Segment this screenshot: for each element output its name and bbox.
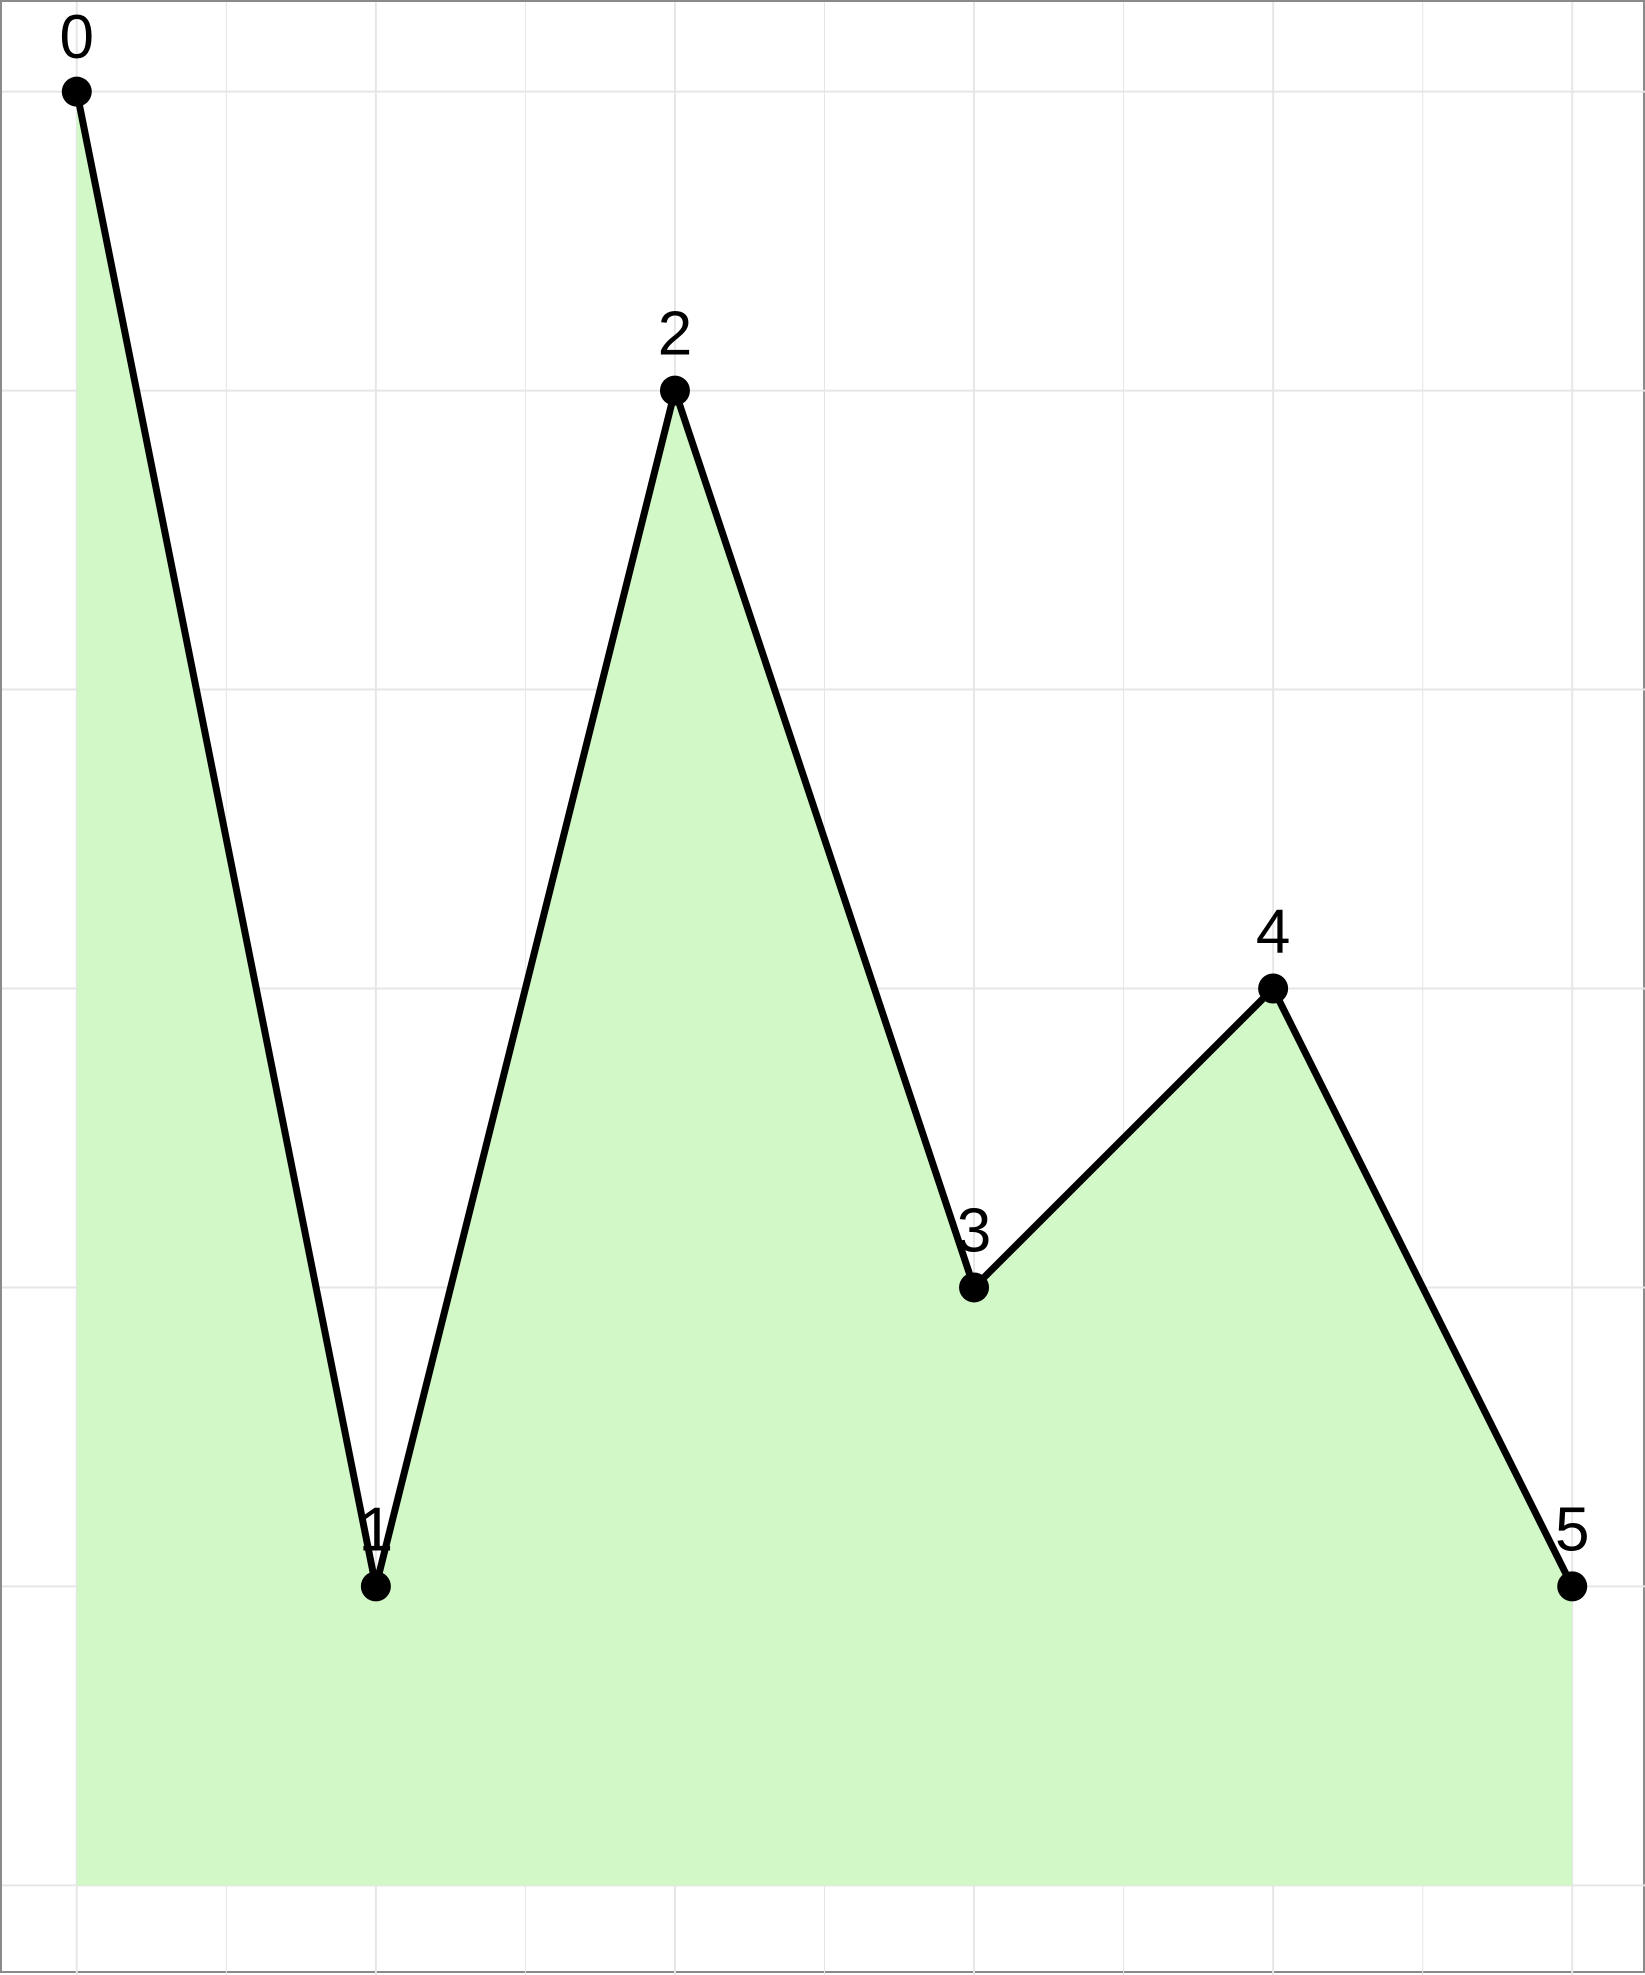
data-label-0: 0 [60, 3, 94, 72]
series-line-layer [73, 90, 1576, 1588]
data-point-2 [659, 375, 690, 406]
data-point-3 [959, 1272, 990, 1303]
data-point-0 [61, 76, 92, 107]
series-line [73, 90, 1576, 1588]
data-label-layer: 0 1 2 3 4 5 [60, 3, 1590, 1564]
data-point-5 [1557, 1571, 1588, 1602]
marker-layer [61, 76, 1588, 1602]
data-point-1 [360, 1571, 391, 1602]
data-label-1: 1 [359, 1495, 393, 1564]
area-fill-layer [76, 91, 1573, 1886]
data-label-4: 4 [1256, 898, 1290, 967]
area-fill [76, 91, 1573, 1886]
data-label-5: 5 [1555, 1495, 1589, 1564]
data-label-3: 3 [957, 1196, 991, 1265]
data-label-2: 2 [658, 300, 692, 369]
data-point-4 [1258, 973, 1289, 1004]
